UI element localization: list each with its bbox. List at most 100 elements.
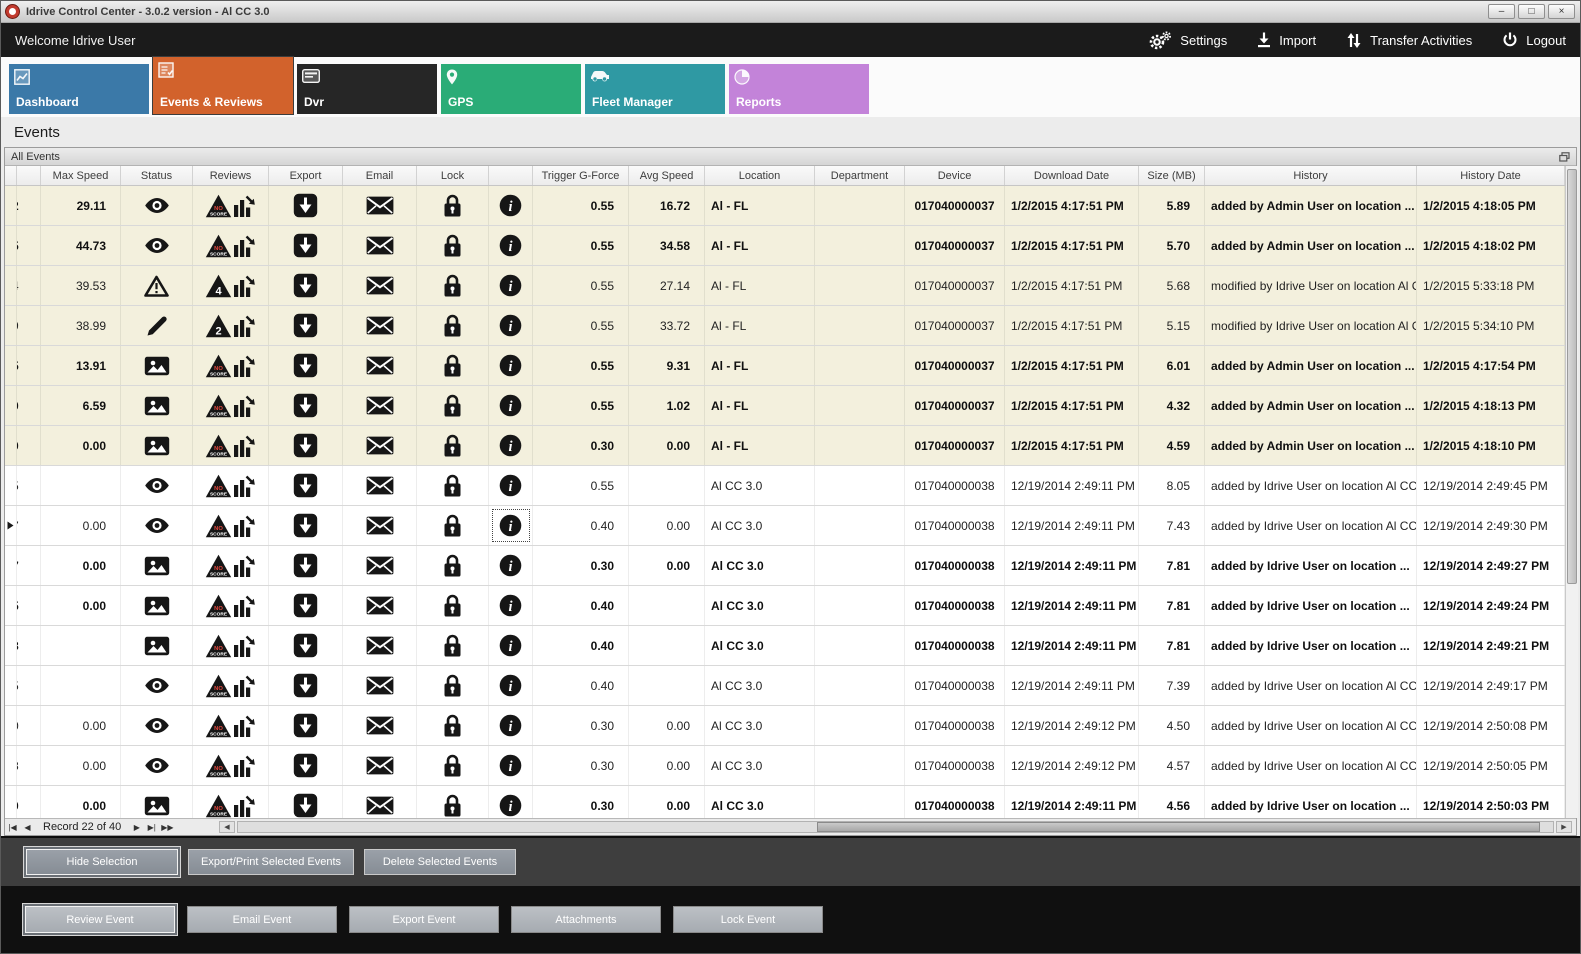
cell-info[interactable]: i (489, 706, 533, 745)
lock-event-button[interactable]: Lock Event (673, 906, 823, 933)
export-icon[interactable] (293, 753, 318, 778)
score-triangle-icon[interactable]: NO SCORE (205, 754, 232, 778)
cell-reviews[interactable]: NO SCORE (193, 626, 269, 665)
cell-info[interactable]: i (489, 786, 533, 818)
export-icon[interactable] (293, 193, 318, 218)
cell-reviews[interactable]: NO SCORE (193, 746, 269, 785)
cell-lock[interactable] (417, 786, 489, 818)
column-header-info[interactable] (489, 166, 533, 185)
next-page-button[interactable]: ▶▶ (161, 822, 174, 832)
cell-lock[interactable] (417, 586, 489, 625)
export-icon[interactable] (293, 593, 318, 618)
cell-email[interactable] (343, 386, 417, 425)
cell-email[interactable] (343, 506, 417, 545)
cell-export[interactable] (269, 786, 343, 818)
score-triangle-icon[interactable]: NO SCORE (205, 234, 232, 258)
email-icon[interactable] (366, 636, 394, 655)
info-icon[interactable]: i (499, 434, 522, 457)
tab-reports[interactable]: Reports (729, 64, 869, 114)
info-icon[interactable]: i (499, 354, 522, 377)
cell-info[interactable]: i (489, 506, 533, 545)
column-header-max-speed[interactable]: Max Speed (41, 166, 121, 185)
hide-selection-button[interactable]: Hide Selection (26, 849, 178, 875)
cell-email[interactable] (343, 306, 417, 345)
info-icon[interactable]: i (499, 674, 522, 697)
export-icon[interactable] (293, 793, 318, 818)
email-icon[interactable] (366, 196, 394, 215)
cell-lock[interactable] (417, 306, 489, 345)
info-icon[interactable]: i (499, 314, 522, 337)
chart-trend-icon[interactable] (233, 354, 256, 378)
info-icon[interactable]: i (499, 274, 522, 297)
export-event-button[interactable]: Export Event (349, 906, 499, 933)
export-icon[interactable] (293, 473, 318, 498)
prev-record-button[interactable]: ◀ (24, 822, 31, 832)
cell-email[interactable] (343, 426, 417, 465)
info-icon[interactable]: i (499, 714, 522, 737)
email-icon[interactable] (366, 676, 394, 695)
export-icon[interactable] (293, 633, 318, 658)
chart-trend-icon[interactable] (233, 394, 256, 418)
cell-email[interactable] (343, 186, 417, 225)
cell-export[interactable] (269, 546, 343, 585)
email-icon[interactable] (366, 396, 394, 415)
cell-info[interactable]: i (489, 306, 533, 345)
cell-reviews[interactable]: NO SCORE (193, 706, 269, 745)
score-triangle-icon[interactable]: NO SCORE (205, 674, 232, 698)
email-icon[interactable] (366, 236, 394, 255)
score-triangle-icon[interactable]: NO SCORE (205, 194, 232, 218)
info-icon[interactable]: i (499, 194, 522, 217)
lock-icon[interactable] (443, 473, 462, 498)
first-record-button[interactable]: |◀ (8, 822, 17, 832)
column-header-history-date[interactable]: History Date (1417, 166, 1565, 185)
cell-export[interactable] (269, 626, 343, 665)
tab-gps[interactable]: GPS (441, 64, 581, 114)
column-header-department[interactable]: Department (815, 166, 905, 185)
email-icon[interactable] (366, 276, 394, 295)
score-triangle-icon[interactable]: NO SCORE (205, 394, 232, 418)
close-button[interactable]: × (1548, 4, 1575, 19)
email-event-button[interactable]: Email Event (187, 906, 337, 933)
column-header-device[interactable]: Device (905, 166, 1005, 185)
lock-icon[interactable] (443, 553, 462, 578)
score-triangle-icon[interactable]: NO SCORE (205, 794, 232, 818)
chart-trend-icon[interactable] (233, 554, 256, 578)
export-icon[interactable] (293, 313, 318, 338)
info-icon[interactable]: i (499, 754, 522, 777)
cell-export[interactable] (269, 346, 343, 385)
chart-trend-icon[interactable] (233, 714, 256, 738)
next-record-button[interactable]: ▶ (133, 822, 140, 832)
delete-selected-events-button[interactable]: Delete Selected Events (364, 849, 517, 875)
export-icon[interactable] (293, 233, 318, 258)
score-triangle-icon[interactable]: 4 (205, 274, 232, 298)
email-icon[interactable] (366, 596, 394, 615)
hscroll-left-arrow-icon[interactable]: ◀ (219, 821, 235, 833)
column-header-status[interactable]: Status (121, 166, 193, 185)
cell-email[interactable] (343, 466, 417, 505)
export-icon[interactable] (293, 353, 318, 378)
cell-lock[interactable] (417, 466, 489, 505)
lock-icon[interactable] (443, 513, 462, 538)
export-icon[interactable] (293, 713, 318, 738)
lock-icon[interactable] (443, 433, 462, 458)
lock-icon[interactable] (443, 193, 462, 218)
info-icon[interactable]: i (499, 234, 522, 257)
tab-fleet-manager[interactable]: Fleet Manager (585, 64, 725, 114)
chart-trend-icon[interactable] (233, 274, 256, 298)
lock-icon[interactable] (443, 313, 462, 338)
info-icon[interactable]: i (499, 554, 522, 577)
cell-reviews[interactable]: NO SCORE (193, 546, 269, 585)
column-header-reviews[interactable]: Reviews (193, 166, 269, 185)
export-icon[interactable] (293, 513, 318, 538)
